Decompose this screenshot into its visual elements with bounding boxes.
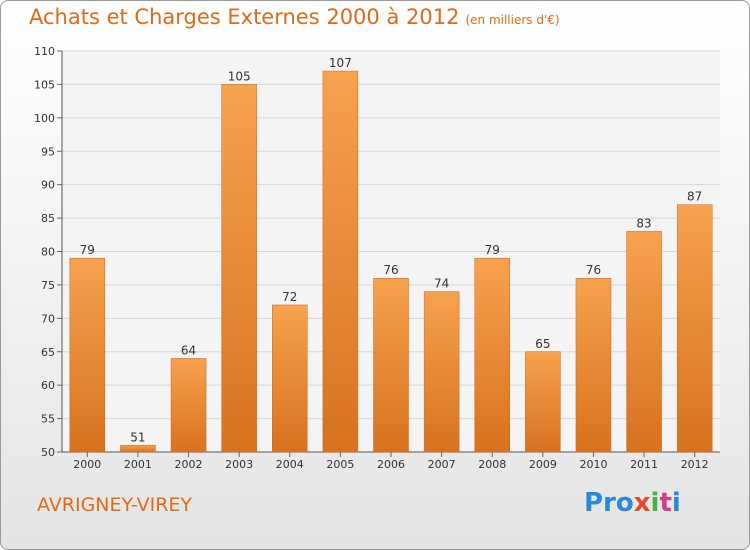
bar-value-label: 64 xyxy=(181,343,196,357)
bar xyxy=(170,358,207,453)
x-tick-label: 2003 xyxy=(225,458,253,471)
bar xyxy=(676,204,713,453)
y-tick-label: 90 xyxy=(41,179,55,192)
y-tick-label: 55 xyxy=(41,413,55,426)
y-tick-label: 70 xyxy=(41,312,55,325)
x-tick-label: 2010 xyxy=(579,458,607,471)
y-tick-label: 75 xyxy=(41,279,55,292)
x-tick-label: 2011 xyxy=(630,458,658,471)
x-tick-label: 2009 xyxy=(529,458,557,471)
y-tick-label: 60 xyxy=(41,379,55,392)
logo-part: i xyxy=(650,488,660,518)
bar-value-label: 79 xyxy=(485,243,500,257)
x-tick-label: 2004 xyxy=(276,458,304,471)
x-tick-label: 2006 xyxy=(377,458,405,471)
bar xyxy=(525,351,561,453)
bar-value-label: 87 xyxy=(687,190,702,204)
bar-value-label: 105 xyxy=(228,69,251,83)
proxiti-logo: Proxiti xyxy=(584,488,681,518)
bar xyxy=(575,277,612,453)
bar xyxy=(474,257,510,453)
logo-part: t xyxy=(659,488,672,518)
x-tick-label: 2012 xyxy=(681,458,709,471)
y-tick-label: 110 xyxy=(34,45,55,58)
bar-value-label: 76 xyxy=(586,263,601,277)
logo-part: x xyxy=(633,488,651,518)
bar-value-label: 65 xyxy=(535,337,550,351)
logo-part: Pro xyxy=(584,488,634,518)
x-tick-label: 2002 xyxy=(175,458,203,471)
chart-title-text: Achats et Charges Externes 2000 à 2012 xyxy=(29,5,460,29)
bar-value-label: 51 xyxy=(130,430,145,444)
x-tick-label: 2001 xyxy=(124,458,152,471)
bar xyxy=(69,257,106,453)
bar xyxy=(272,304,308,453)
y-tick-label: 100 xyxy=(34,112,55,125)
bar-value-label: 74 xyxy=(434,277,449,291)
y-tick-label: 50 xyxy=(41,446,55,459)
chart-title: Achats et Charges Externes 2000 à 2012 (e… xyxy=(29,5,560,29)
bar-value-label: 76 xyxy=(383,263,398,277)
x-tick-label: 2008 xyxy=(478,458,506,471)
bar-value-label: 72 xyxy=(282,290,297,304)
y-tick-label: 80 xyxy=(41,246,55,259)
y-tick-label: 65 xyxy=(41,346,55,359)
y-tick-label: 95 xyxy=(41,145,55,158)
bar xyxy=(322,70,359,453)
bar-value-label: 107 xyxy=(329,56,352,70)
bar xyxy=(373,277,409,453)
city-name: AVRIGNEY-VIREY xyxy=(37,494,193,516)
bar xyxy=(626,231,662,453)
y-tick-label: 85 xyxy=(41,212,55,225)
logo-part: i xyxy=(671,488,681,518)
bar-value-label: 83 xyxy=(636,216,651,230)
bar xyxy=(423,291,460,453)
bar-value-label: 79 xyxy=(80,243,95,257)
bar xyxy=(120,445,156,453)
y-tick-label: 105 xyxy=(34,78,55,91)
x-tick-label: 2000 xyxy=(73,458,101,471)
chart-unit: (en milliers d'€) xyxy=(465,13,560,27)
x-tick-label: 2005 xyxy=(326,458,354,471)
x-tick-label: 2007 xyxy=(428,458,456,471)
bar xyxy=(221,84,257,453)
